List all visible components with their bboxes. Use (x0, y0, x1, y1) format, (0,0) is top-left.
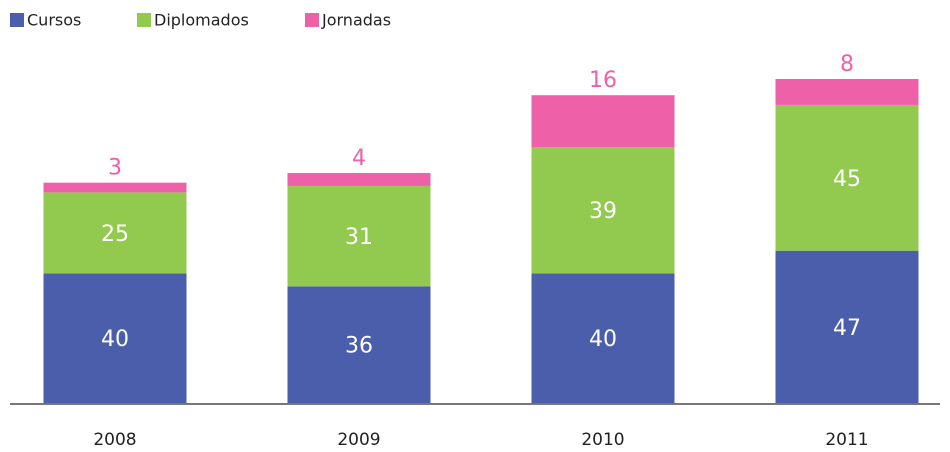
x-tick-label: 2010 (581, 430, 624, 450)
bar-segment (43, 192, 187, 274)
legend-swatch (10, 13, 24, 27)
data-label: 39 (589, 199, 617, 224)
data-label: 36 (345, 334, 373, 359)
bar-segment (531, 273, 675, 403)
data-label: 31 (345, 225, 373, 250)
legend-swatch (305, 13, 319, 27)
data-label: 45 (833, 167, 861, 192)
data-label: 8 (840, 52, 854, 77)
data-label: 4 (352, 146, 366, 171)
data-label: 16 (589, 68, 617, 93)
bar-segment (775, 79, 919, 105)
x-tick-label: 2011 (825, 430, 868, 450)
legend-label: Diplomados (154, 11, 249, 30)
data-label: 47 (833, 316, 861, 341)
data-label: 40 (589, 327, 617, 352)
bar-segment (43, 182, 187, 193)
bar-segment (775, 250, 919, 403)
data-label: 3 (108, 156, 122, 181)
bar-segment (531, 147, 675, 274)
legend-label: Jornadas (321, 11, 391, 30)
bar-segment (287, 286, 431, 403)
x-tick-label: 2008 (93, 430, 136, 450)
bar-segment (531, 95, 675, 148)
bar-segment (287, 185, 431, 287)
legend-label: Cursos (27, 11, 81, 30)
data-label: 25 (101, 222, 129, 247)
bar-segment (775, 104, 919, 251)
data-label: 40 (101, 327, 129, 352)
bar-segment (287, 172, 431, 186)
legend-swatch (137, 13, 151, 27)
x-tick-label: 2009 (337, 430, 380, 450)
bar-segment (43, 273, 187, 403)
